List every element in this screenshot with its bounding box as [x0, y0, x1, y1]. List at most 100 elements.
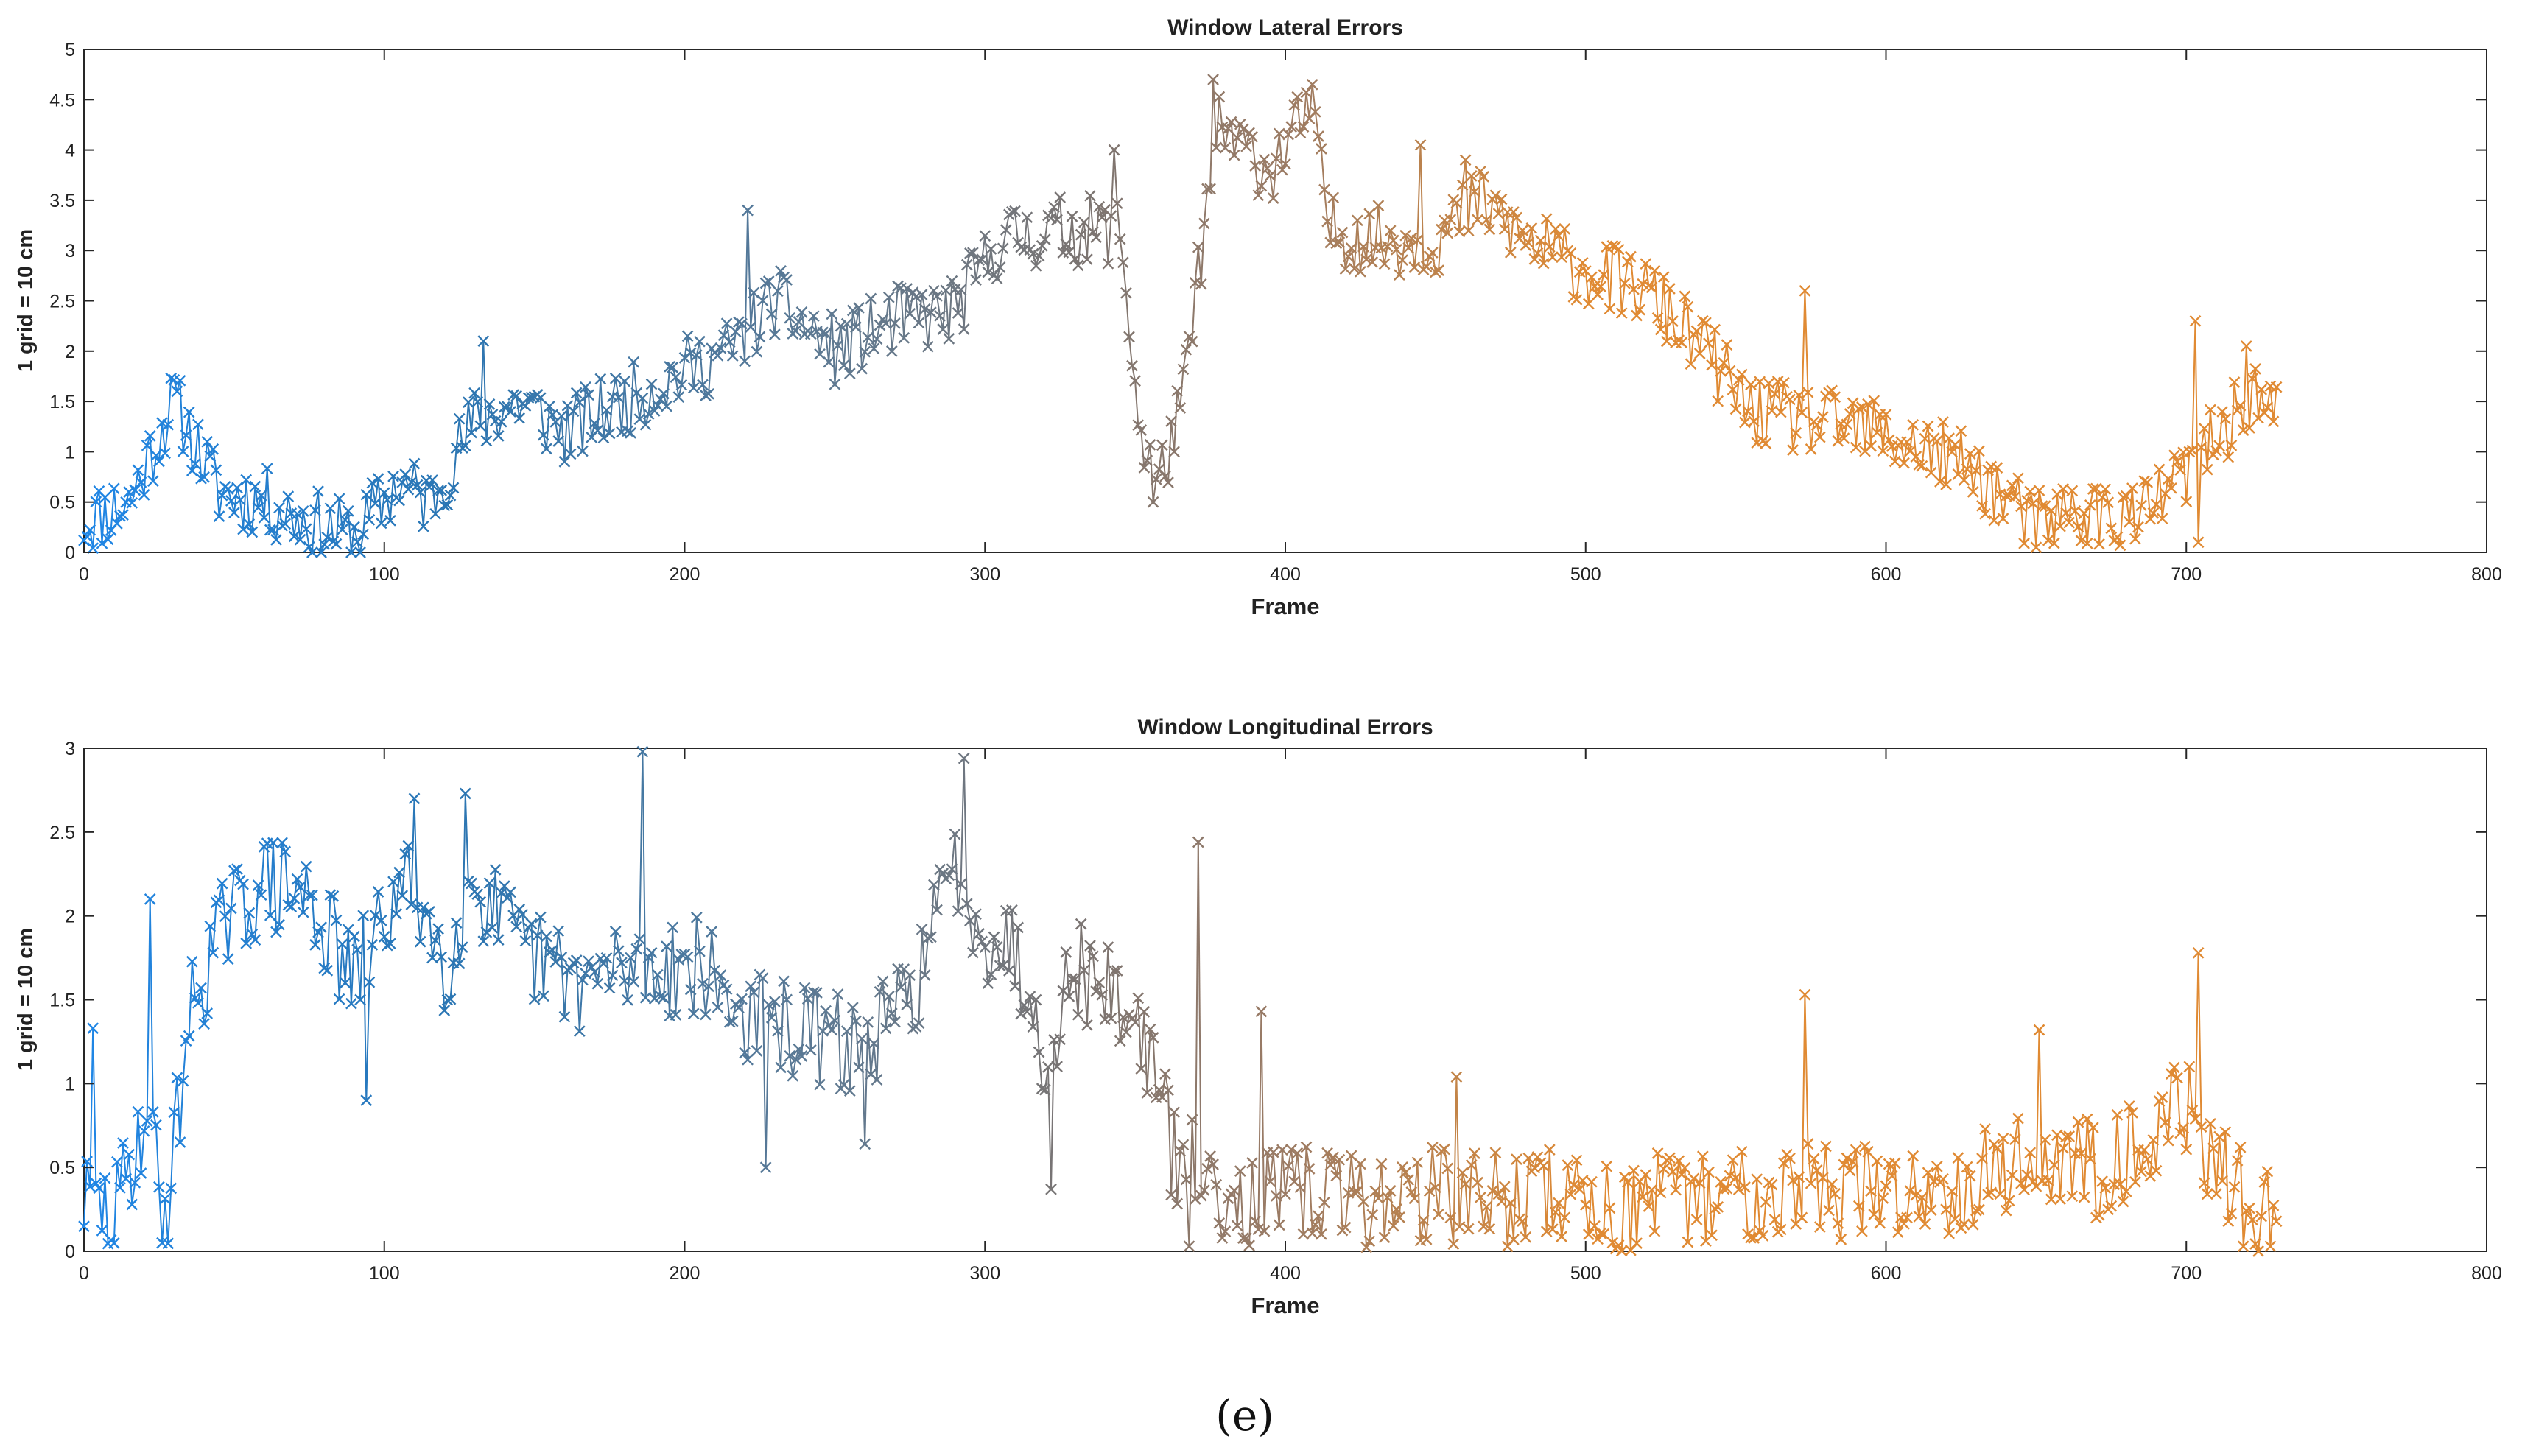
data-point [573, 1025, 586, 1038]
series-line-segment [1584, 270, 1590, 304]
series-line-segment [1879, 414, 1884, 451]
series-line-segment [936, 295, 941, 316]
series-line-segment [1251, 136, 1257, 166]
series-line-segment [1711, 1209, 1716, 1236]
data-point [1586, 271, 1598, 284]
series-line-segment [1080, 924, 1085, 971]
data-point [1793, 389, 1805, 401]
data-point [1625, 250, 1637, 263]
series-line-segment [897, 968, 902, 988]
series-line-segment [1576, 272, 1581, 300]
data-point [1712, 395, 1724, 407]
data-point [1805, 443, 1817, 455]
data-point [1231, 132, 1243, 144]
series-line-segment [768, 1005, 773, 1019]
data-point [2228, 1181, 2241, 1193]
series-line-segment [326, 895, 331, 971]
data-point [1973, 445, 1985, 457]
data-point [138, 1125, 150, 1137]
data-point [868, 342, 880, 355]
data-point [826, 1024, 838, 1036]
data-point [1712, 1201, 1724, 1213]
data-point [949, 828, 961, 840]
series-line-segment [2023, 500, 2029, 544]
series-line-segment [812, 316, 818, 332]
data-point [2270, 1215, 2283, 1228]
series-line-segment [1320, 148, 1325, 190]
series-line-segment [1765, 1182, 1770, 1203]
data-point [976, 253, 988, 266]
data-point [1048, 201, 1060, 214]
series-line-segment [858, 307, 863, 369]
data-point [2078, 1191, 2090, 1203]
data-point [982, 977, 994, 990]
data-point [916, 289, 928, 300]
data-point [1492, 208, 1505, 219]
series-line-segment [1738, 1151, 1743, 1190]
data-point [681, 330, 694, 342]
series-line-segment [1620, 1177, 1626, 1251]
series-line-segment [825, 333, 830, 362]
data-point [1267, 1146, 1279, 1158]
series-line-segment [206, 441, 211, 457]
data-point [207, 443, 219, 455]
series-line-segment [362, 915, 368, 1101]
data-point [2138, 475, 2151, 487]
data-point [2045, 504, 2057, 517]
series-line-segment [1470, 175, 1475, 192]
series-line-segment [1453, 1077, 1458, 1245]
data-point [1910, 1189, 1922, 1201]
data-point [928, 879, 940, 891]
series-line-segment [422, 480, 427, 527]
data-point [2129, 1176, 2141, 1188]
data-point [1096, 988, 1109, 1001]
data-point [904, 308, 916, 320]
data-point [81, 530, 93, 543]
data-point [1799, 988, 1811, 1001]
series-line-segment [1146, 1029, 1151, 1093]
data-point [1171, 384, 1184, 397]
x-tick-label: 0 [79, 564, 89, 585]
data-point [1297, 121, 1310, 133]
data-point [1907, 1150, 1919, 1162]
series-line-segment [1356, 220, 1361, 272]
series-line-segment [924, 938, 929, 976]
data-point [1397, 254, 1408, 266]
data-point [252, 879, 264, 891]
series-line-segment [2161, 1097, 2166, 1123]
series-line-segment [1311, 84, 1316, 112]
series-line-segment [1383, 1197, 1388, 1238]
series-line-segment [1302, 1147, 1307, 1234]
series-line-segment [1324, 189, 1329, 222]
data-point [1192, 836, 1204, 848]
series-line-segment [233, 488, 238, 513]
series-line-segment [302, 866, 307, 912]
data-point [567, 405, 580, 418]
series-line-segment [251, 486, 256, 532]
series-line-segment [1782, 382, 1788, 397]
data-point [1141, 1087, 1153, 1099]
data-point [1540, 213, 1553, 225]
series-line-segment [1194, 842, 1199, 1200]
data-point [2166, 1068, 2177, 1080]
series-line-segment [1948, 437, 1953, 452]
data-point [648, 993, 661, 1005]
data-point [712, 1001, 724, 1013]
series-line-segment [575, 960, 580, 1032]
series-line-segment [173, 1077, 178, 1113]
data-point [258, 511, 270, 524]
data-point [1198, 217, 1210, 230]
data-point [408, 457, 421, 470]
data-point [2258, 1176, 2271, 1188]
data-point [1177, 1139, 1190, 1151]
y-tick-label: 1.5 [49, 392, 75, 412]
data-point [207, 946, 219, 959]
data-point [153, 1181, 165, 1193]
data-point [2066, 485, 2079, 497]
data-point [1156, 439, 1168, 451]
data-point [882, 291, 895, 303]
series-line-segment [2074, 510, 2079, 527]
data-point [1621, 1176, 1634, 1188]
data-point [1195, 1189, 1207, 1202]
data-point [1931, 435, 1943, 447]
